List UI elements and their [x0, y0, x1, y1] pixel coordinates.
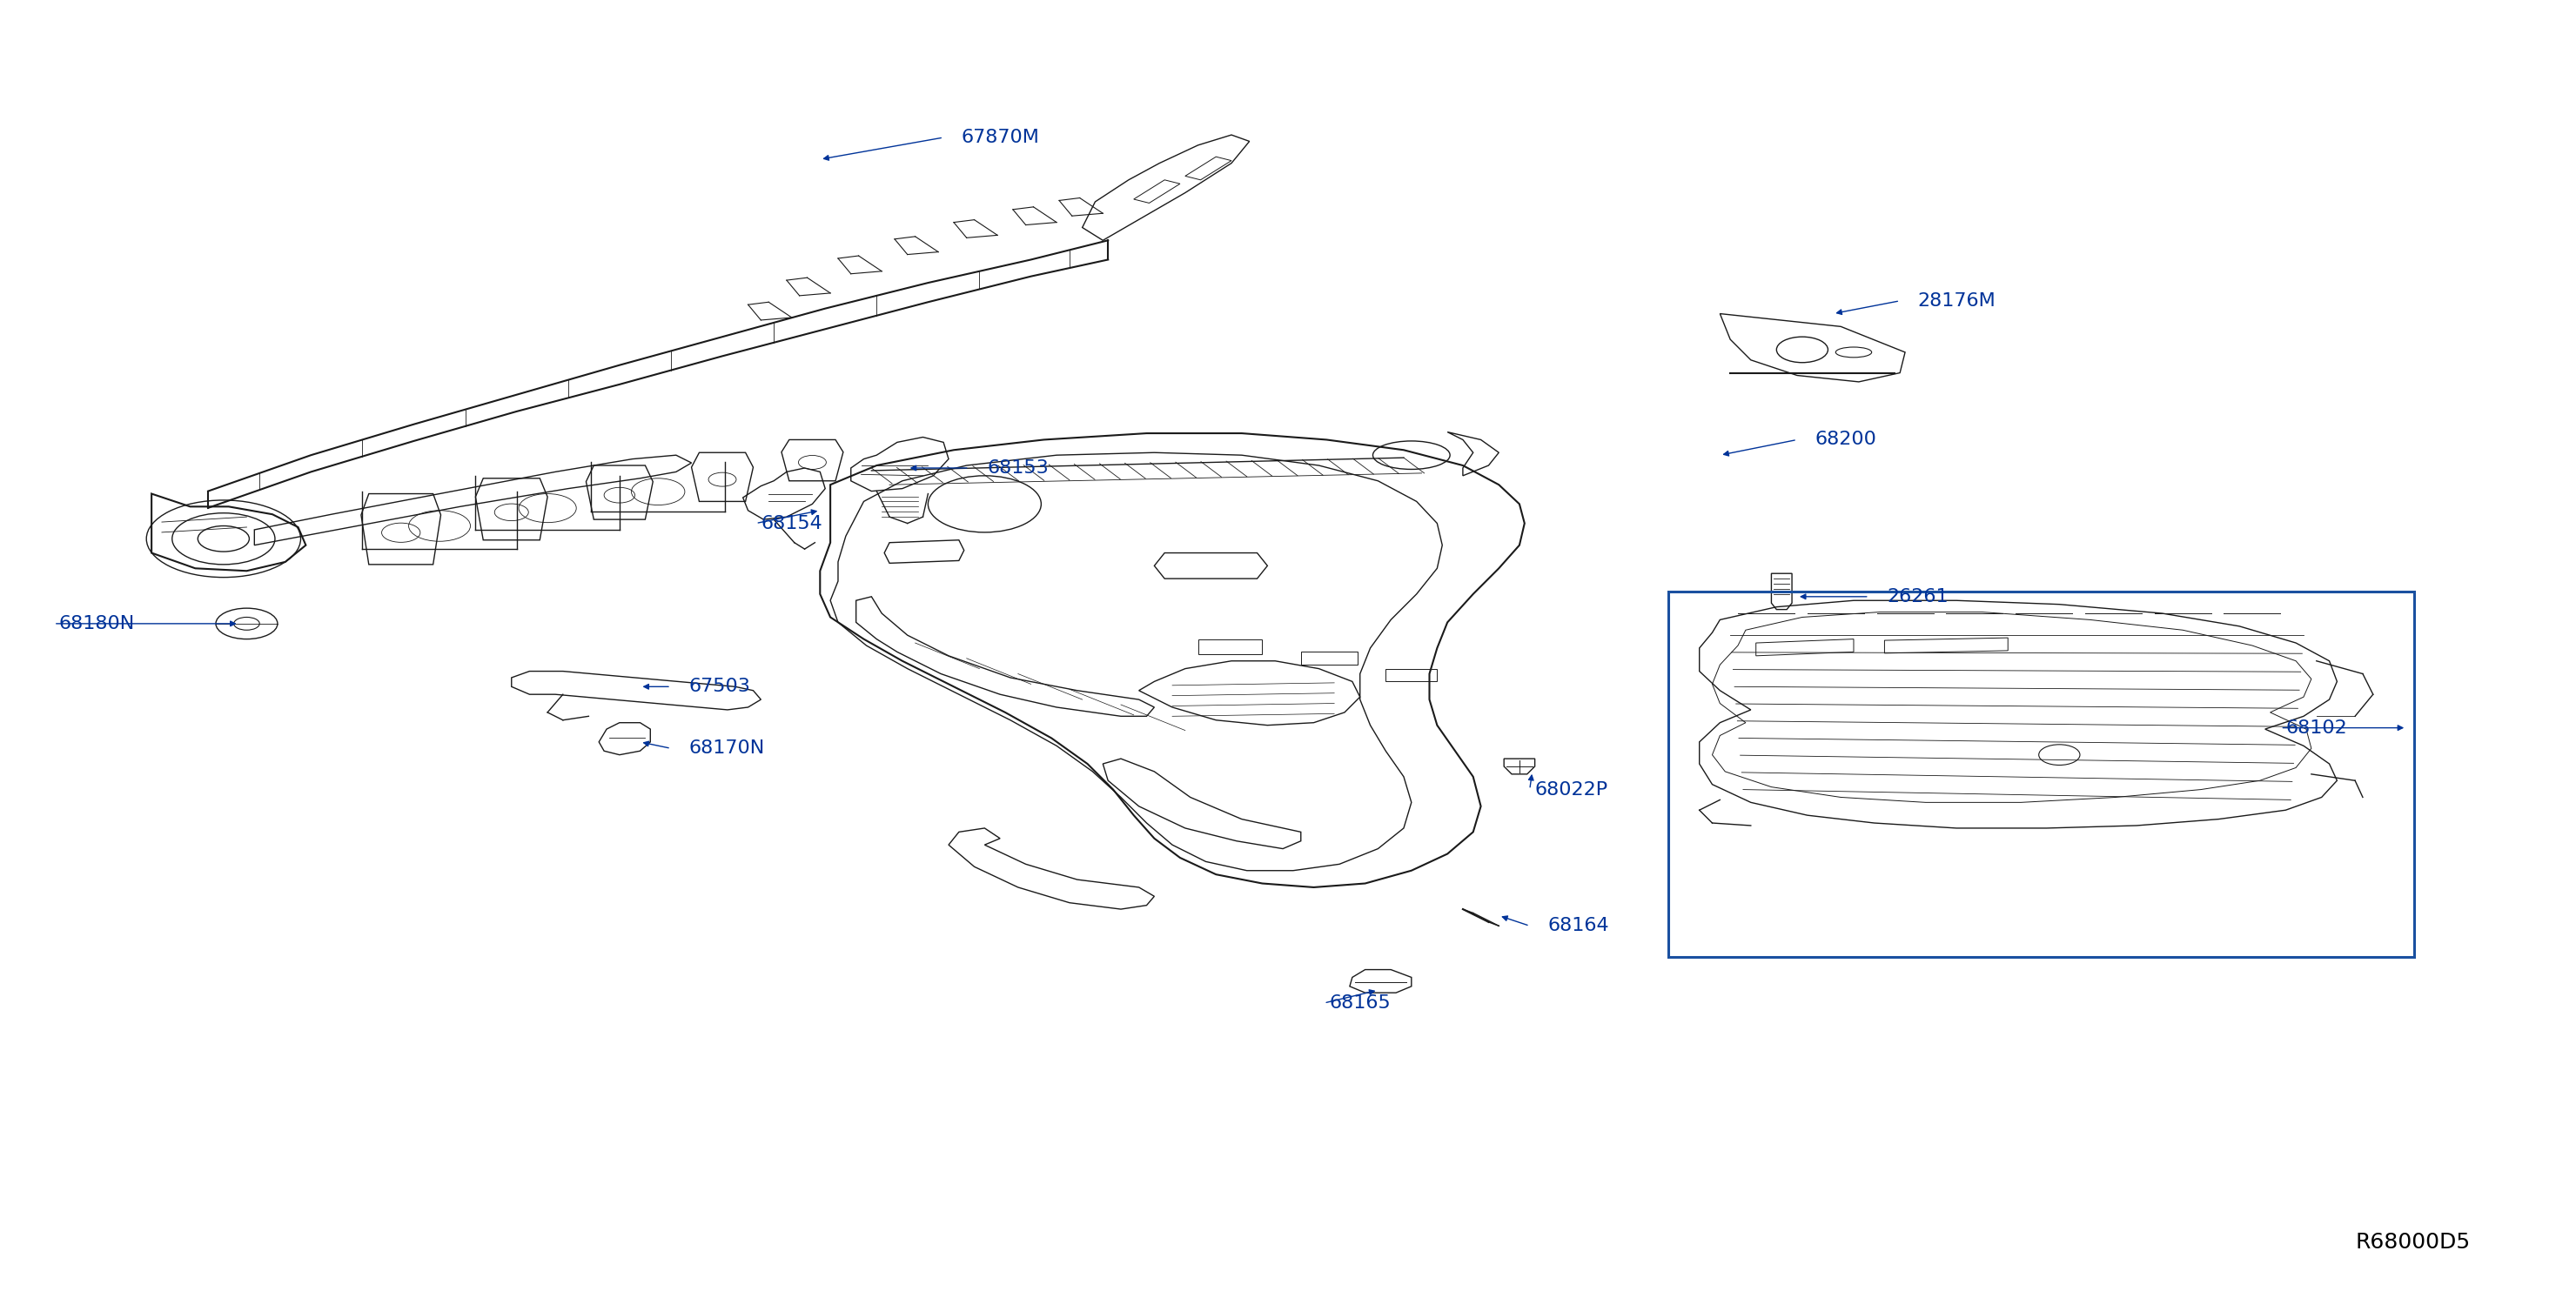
Text: 68153: 68153: [987, 460, 1048, 476]
Text: 67870M: 67870M: [961, 129, 1041, 146]
Text: 68154: 68154: [760, 515, 822, 532]
Text: 68022P: 68022P: [1535, 781, 1607, 798]
Text: R68000D5: R68000D5: [2354, 1232, 2470, 1252]
Text: 28176M: 28176M: [1919, 292, 1996, 310]
Text: 68102: 68102: [2285, 719, 2347, 736]
Text: 68180N: 68180N: [59, 615, 134, 633]
Text: 68164: 68164: [1548, 917, 1610, 935]
Text: 26261: 26261: [1888, 587, 1947, 605]
Text: 68165: 68165: [1329, 994, 1391, 1012]
Text: 68200: 68200: [1816, 431, 1878, 448]
Text: 67503: 67503: [688, 678, 750, 696]
Text: 68170N: 68170N: [688, 740, 765, 757]
